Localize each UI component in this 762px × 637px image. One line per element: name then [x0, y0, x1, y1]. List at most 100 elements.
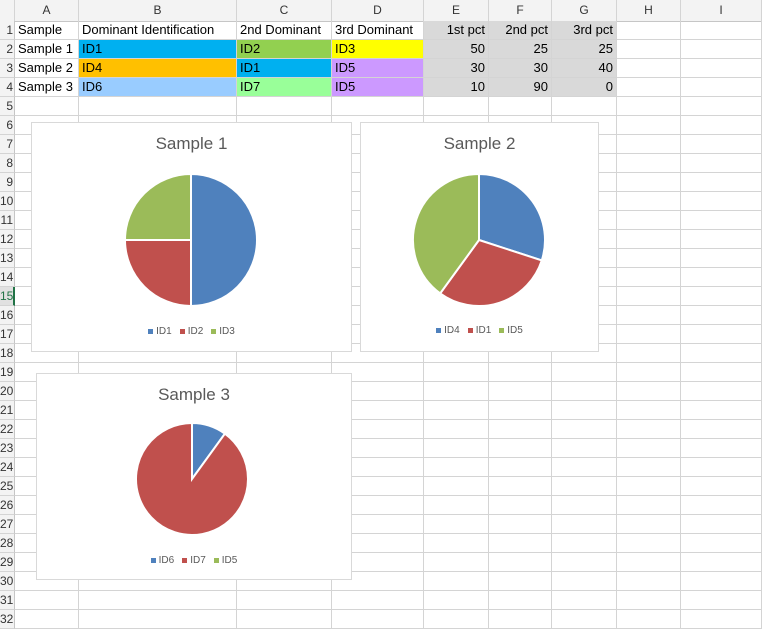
pct-cell[interactable]: 40	[552, 59, 617, 78]
grid-cell[interactable]	[79, 344, 237, 363]
header-cell[interactable]: 2nd Dominant	[237, 21, 332, 40]
row-header-24[interactable]: 24	[0, 458, 15, 477]
row-header-26[interactable]: 26	[0, 496, 15, 515]
grid-cell[interactable]	[237, 344, 332, 363]
id-cell[interactable]: ID7	[237, 78, 332, 97]
grid-cell[interactable]	[489, 401, 552, 420]
row-header-10[interactable]: 10	[0, 192, 15, 211]
grid-cell[interactable]	[332, 382, 424, 401]
grid-cell[interactable]	[489, 553, 552, 572]
pie-slice-id5[interactable]	[412, 172, 480, 295]
grid-cell[interactable]	[489, 610, 552, 629]
row-header-5[interactable]: 5	[0, 97, 15, 116]
grid-cell[interactable]	[489, 496, 552, 515]
grid-cell[interactable]	[424, 496, 489, 515]
grid-cell[interactable]	[332, 572, 424, 591]
pct-cell[interactable]: 30	[424, 59, 489, 78]
grid-cell[interactable]	[424, 382, 489, 401]
grid-cell[interactable]	[617, 496, 681, 515]
grid-cell[interactable]	[617, 230, 681, 249]
grid-cell[interactable]	[332, 534, 424, 553]
column-header-f[interactable]: F	[489, 0, 552, 21]
grid-cell[interactable]	[552, 553, 617, 572]
grid-cell[interactable]	[617, 78, 681, 97]
grid-cell[interactable]	[552, 610, 617, 629]
column-header-i[interactable]: I	[681, 0, 762, 21]
grid-cell[interactable]	[681, 458, 762, 477]
grid-cell[interactable]	[617, 515, 681, 534]
grid-cell[interactable]	[332, 97, 424, 116]
row-header-7[interactable]: 7	[0, 135, 15, 154]
grid-cell[interactable]	[681, 78, 762, 97]
pct-cell[interactable]: 0	[552, 78, 617, 97]
grid-cell[interactable]	[681, 192, 762, 211]
grid-cell[interactable]	[237, 572, 332, 591]
grid-cell[interactable]	[424, 534, 489, 553]
header-cell[interactable]: 1st pct	[424, 21, 489, 40]
row-header-3[interactable]: 3	[0, 59, 15, 78]
grid-cell[interactable]	[79, 97, 237, 116]
grid-cell[interactable]	[617, 287, 681, 306]
grid-cell[interactable]	[489, 591, 552, 610]
row-header-6[interactable]: 6	[0, 116, 15, 135]
grid-cell[interactable]	[617, 591, 681, 610]
grid-cell[interactable]	[681, 325, 762, 344]
grid-cell[interactable]	[424, 591, 489, 610]
grid-cell[interactable]	[617, 382, 681, 401]
grid-cell[interactable]	[424, 344, 489, 363]
grid-cell[interactable]	[489, 534, 552, 553]
grid-cell[interactable]	[617, 363, 681, 382]
column-header-a[interactable]: A	[15, 0, 79, 21]
legend-item-id1[interactable]: ID1	[148, 326, 172, 337]
grid-cell[interactable]	[617, 610, 681, 629]
column-header-b[interactable]: B	[79, 0, 237, 21]
grid-cell[interactable]	[424, 572, 489, 591]
grid-cell[interactable]	[332, 553, 424, 572]
grid-cell[interactable]	[552, 458, 617, 477]
legend-item-id6[interactable]: ID6	[150, 555, 174, 566]
grid-cell[interactable]	[424, 97, 489, 116]
grid-cell[interactable]	[552, 363, 617, 382]
grid-cell[interactable]	[15, 610, 79, 629]
grid-cell[interactable]	[489, 97, 552, 116]
grid-cell[interactable]	[617, 268, 681, 287]
grid-cell[interactable]	[332, 439, 424, 458]
grid-cell[interactable]	[332, 515, 424, 534]
pct-cell[interactable]: 25	[489, 40, 552, 59]
grid-cell[interactable]	[681, 287, 762, 306]
pie-slice-id4[interactable]	[478, 172, 546, 262]
row-header-30[interactable]: 30	[0, 572, 15, 591]
grid-cell[interactable]	[681, 40, 762, 59]
grid-cell[interactable]	[15, 97, 79, 116]
column-header-c[interactable]: C	[237, 0, 332, 21]
header-cell[interactable]: 3rd Dominant	[332, 21, 424, 40]
grid-cell[interactable]	[332, 458, 424, 477]
grid-cell[interactable]	[79, 591, 237, 610]
row-header-22[interactable]: 22	[0, 420, 15, 439]
id-cell[interactable]: ID1	[79, 40, 237, 59]
grid-cell[interactable]	[681, 553, 762, 572]
header-cell[interactable]: Dominant Identification	[79, 21, 237, 40]
grid-cell[interactable]	[552, 534, 617, 553]
column-header-h[interactable]: H	[617, 0, 681, 21]
legend-item-id5[interactable]: ID5	[213, 555, 237, 566]
grid-cell[interactable]	[489, 439, 552, 458]
grid-cell[interactable]	[681, 21, 762, 40]
row-header-28[interactable]: 28	[0, 534, 15, 553]
grid-cell[interactable]	[681, 439, 762, 458]
grid-cell[interactable]	[617, 477, 681, 496]
legend-item-id5[interactable]: ID5	[499, 325, 523, 336]
header-cell[interactable]: 3rd pct	[552, 21, 617, 40]
grid-cell[interactable]	[424, 420, 489, 439]
row-header-12[interactable]: 12	[0, 230, 15, 249]
chart-sample-2[interactable]: Sample 2 ID4 ID1 ID5	[360, 122, 599, 352]
grid-cell[interactable]	[617, 325, 681, 344]
grid-cell[interactable]	[681, 249, 762, 268]
grid-cell[interactable]	[424, 363, 489, 382]
grid-cell[interactable]	[681, 154, 762, 173]
legend-item-id7[interactable]: ID7	[182, 555, 206, 566]
grid-cell[interactable]	[552, 496, 617, 515]
legend-item-id2[interactable]: ID2	[179, 326, 203, 337]
grid-cell[interactable]	[681, 496, 762, 515]
grid-cell[interactable]	[332, 591, 424, 610]
